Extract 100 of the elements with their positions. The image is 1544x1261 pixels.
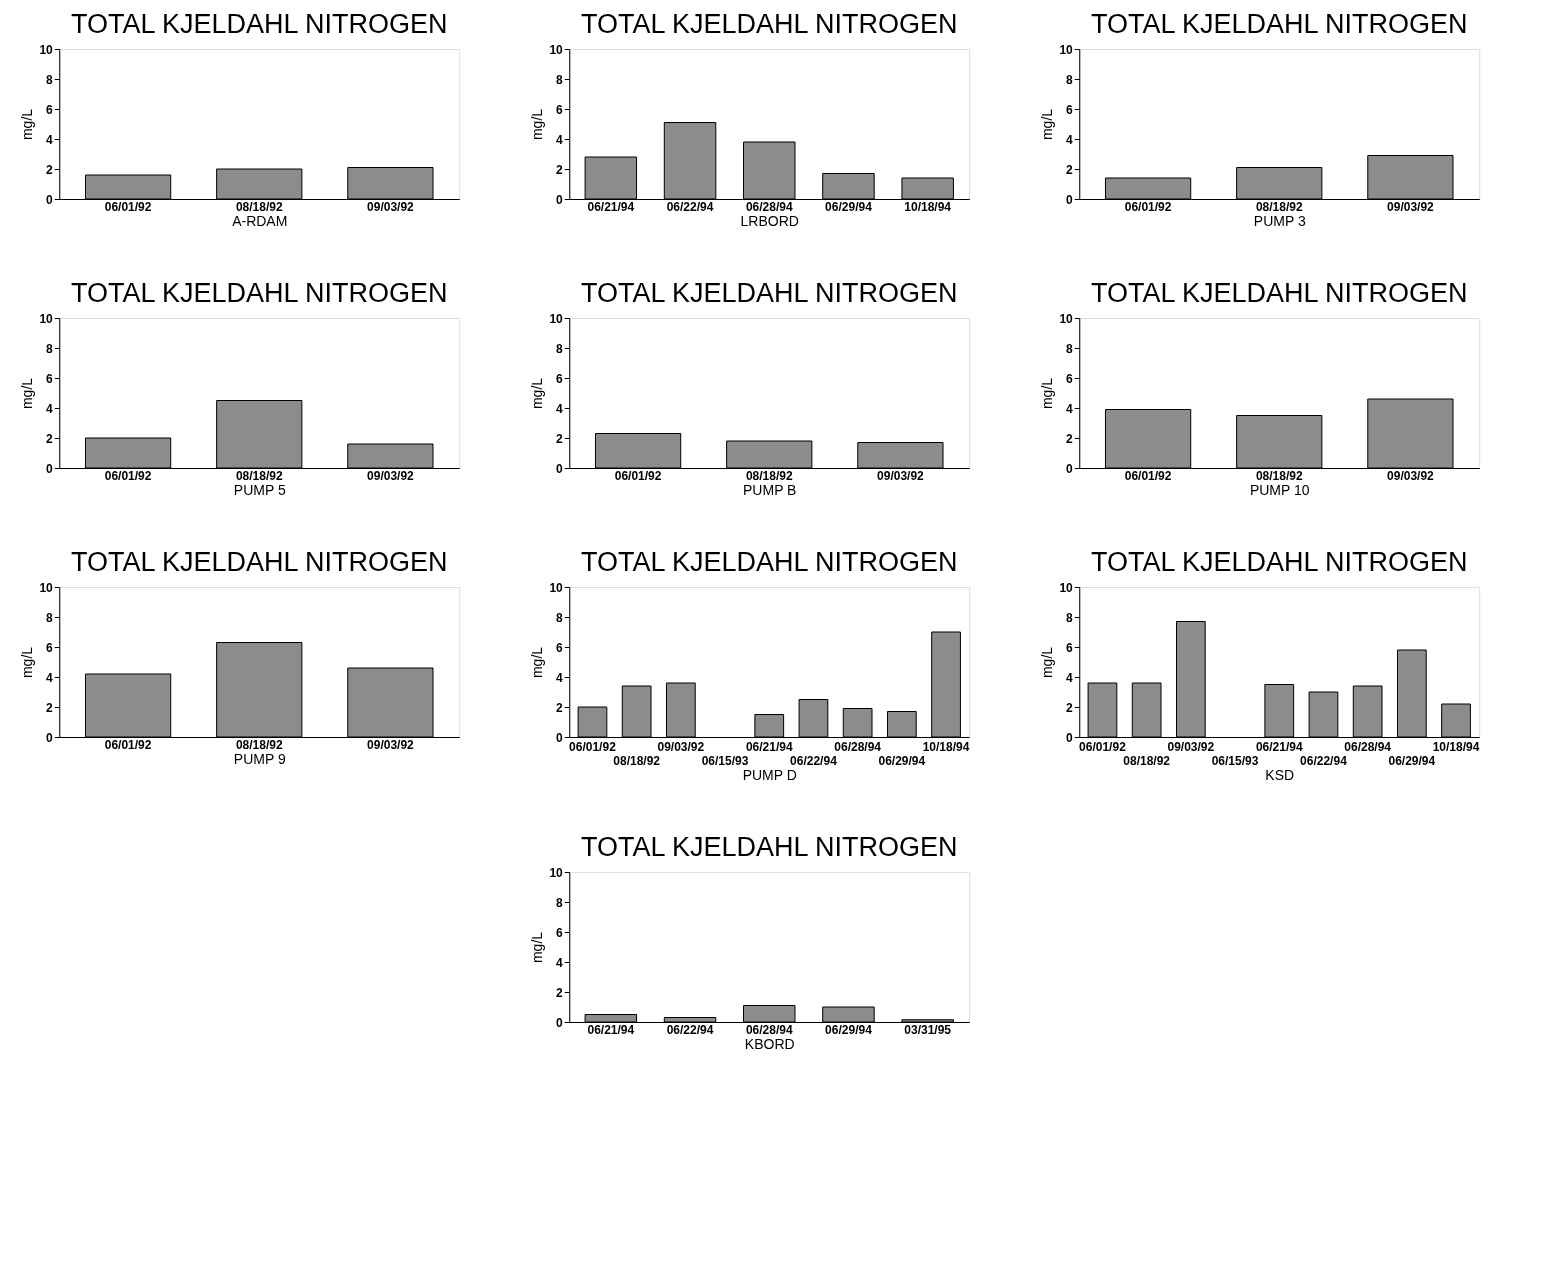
x-axis-title: PUMP 9 — [233, 750, 286, 767]
y-tick-label: 6 — [1066, 371, 1074, 386]
x-tick-label: 06/22/94 — [666, 1022, 714, 1037]
y-tick-label: 10 — [39, 42, 54, 57]
x-tick-label: 06/01/92 — [569, 739, 617, 754]
y-tick-label: 2 — [46, 162, 54, 177]
y-tick-label: 4 — [46, 401, 54, 416]
y-tick-label: 10 — [549, 42, 564, 57]
chart-title: TOTAL KJELDAHL NITROGEN — [70, 547, 448, 577]
chart-title: TOTAL KJELDAHL NITROGEN — [70, 9, 448, 39]
y-tick-label: 6 — [46, 640, 54, 655]
y-tick-label: 6 — [556, 102, 564, 117]
y-tick-label: 10 — [39, 311, 54, 326]
y-tick-label: 2 — [46, 431, 54, 446]
y-axis-title: mg/L — [1039, 377, 1056, 410]
y-tick-label: 2 — [1066, 162, 1074, 177]
y-tick-label: 4 — [1066, 401, 1074, 416]
y-tick-label: 10 — [39, 580, 54, 595]
y-tick-label: 8 — [46, 72, 54, 87]
y-tick-label: 6 — [556, 371, 564, 386]
x-tick-label: 08/18/92 — [1255, 199, 1303, 214]
y-tick-label: 8 — [556, 610, 564, 625]
y-tick-label: 2 — [556, 985, 564, 1000]
x-tick-label: 08/18/92 — [235, 199, 283, 214]
x-tick-label: 06/01/92 — [104, 737, 152, 752]
y-tick-label: 8 — [46, 341, 54, 356]
chart-title: TOTAL KJELDAHL NITROGEN — [580, 832, 958, 862]
y-tick-label: 0 — [46, 730, 54, 745]
chart-title: TOTAL KJELDAHL NITROGEN — [580, 547, 958, 577]
y-tick-label: 4 — [556, 955, 564, 970]
x-tick-label: 06/22/94 — [790, 753, 838, 768]
y-tick-label: 4 — [556, 670, 564, 685]
y-tick-label: 8 — [556, 72, 564, 87]
x-tick-label: 06/28/94 — [1344, 739, 1392, 754]
y-axis-title: mg/L — [19, 108, 36, 141]
y-tick-label: 6 — [46, 102, 54, 117]
chart-title: TOTAL KJELDAHL NITROGEN — [580, 9, 958, 39]
x-axis-title: PUMP D — [742, 766, 797, 783]
x-tick-label: 09/03/92 — [367, 737, 415, 752]
x-tick-label: 06/22/94 — [1300, 753, 1348, 768]
x-tick-label: 06/15/93 — [701, 753, 749, 768]
y-tick-label: 10 — [1059, 580, 1074, 595]
x-axis-title: KBORD — [744, 1035, 795, 1052]
y-tick-label: 8 — [1066, 341, 1074, 356]
y-tick-label: 2 — [1066, 700, 1074, 715]
x-tick-label: 06/01/92 — [1124, 468, 1172, 483]
y-tick-label: 0 — [1066, 461, 1074, 476]
x-tick-label: 09/03/92 — [367, 468, 415, 483]
x-tick-label: 06/28/94 — [745, 199, 793, 214]
x-tick-label: 08/18/92 — [745, 468, 793, 483]
x-tick-label: 06/01/92 — [614, 468, 662, 483]
y-axis-title: mg/L — [19, 646, 36, 679]
y-axis-title: mg/L — [529, 108, 546, 141]
x-tick-label: 08/18/92 — [1123, 753, 1171, 768]
x-tick-label: 09/03/92 — [1387, 468, 1435, 483]
y-tick-label: 8 — [556, 341, 564, 356]
x-tick-label: 06/21/94 — [587, 199, 635, 214]
x-tick-label: 08/18/92 — [613, 753, 661, 768]
y-tick-label: 6 — [556, 925, 564, 940]
x-tick-label: 09/03/92 — [1387, 199, 1435, 214]
y-tick-label: 0 — [1066, 192, 1074, 207]
y-tick-label: 2 — [556, 700, 564, 715]
y-tick-label: 10 — [1059, 42, 1074, 57]
y-tick-label: 10 — [1059, 311, 1074, 326]
x-tick-label: 08/18/92 — [235, 737, 283, 752]
y-tick-label: 0 — [556, 461, 564, 476]
y-axis-title: mg/L — [1039, 646, 1056, 679]
y-tick-label: 8 — [46, 610, 54, 625]
x-tick-label: 06/28/94 — [745, 1022, 793, 1037]
y-tick-label: 2 — [46, 700, 54, 715]
x-tick-label: 06/29/94 — [878, 753, 926, 768]
y-tick-label: 2 — [1066, 431, 1074, 446]
x-tick-label: 06/21/94 — [745, 739, 793, 754]
y-axis-title: mg/L — [19, 377, 36, 410]
x-tick-label: 06/21/94 — [1255, 739, 1303, 754]
y-tick-label: 4 — [1066, 670, 1074, 685]
x-axis-title: LRBORD — [740, 212, 799, 229]
y-tick-label: 4 — [46, 670, 54, 685]
y-tick-label: 10 — [549, 865, 564, 880]
y-tick-label: 0 — [46, 461, 54, 476]
x-tick-label: 06/29/94 — [825, 199, 873, 214]
x-tick-label: 09/03/92 — [1167, 739, 1215, 754]
x-tick-label: 06/29/94 — [1388, 753, 1436, 768]
x-tick-label: 06/29/94 — [825, 1022, 873, 1037]
x-axis-title: PUMP 3 — [1253, 212, 1306, 229]
x-tick-label: 06/22/94 — [666, 199, 714, 214]
y-tick-label: 2 — [556, 162, 564, 177]
x-tick-label: 03/31/95 — [904, 1022, 952, 1037]
x-tick-label: 06/01/92 — [1124, 199, 1172, 214]
x-tick-label: 08/18/92 — [1255, 468, 1303, 483]
x-axis-title: PUMP B — [743, 481, 797, 498]
y-tick-label: 10 — [549, 580, 564, 595]
x-tick-label: 06/28/94 — [834, 739, 882, 754]
x-axis-title: A-RDAM — [232, 212, 288, 229]
y-axis-title: mg/L — [529, 931, 546, 964]
x-tick-label: 06/01/92 — [1079, 739, 1127, 754]
x-tick-label: 10/18/94 — [922, 739, 970, 754]
y-tick-label: 6 — [556, 640, 564, 655]
x-axis-title: PUMP 5 — [233, 481, 286, 498]
y-tick-label: 4 — [1066, 132, 1074, 147]
